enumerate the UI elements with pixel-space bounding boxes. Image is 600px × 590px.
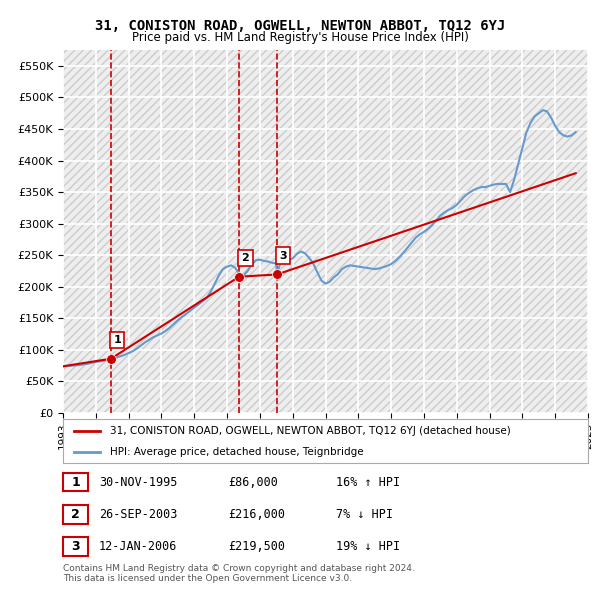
Text: 3: 3 — [280, 251, 287, 261]
Text: 19% ↓ HPI: 19% ↓ HPI — [336, 540, 400, 553]
Text: £216,000: £216,000 — [228, 508, 285, 521]
Text: 2: 2 — [71, 508, 80, 521]
Text: Contains HM Land Registry data © Crown copyright and database right 2024.
This d: Contains HM Land Registry data © Crown c… — [63, 563, 415, 583]
Text: 2: 2 — [242, 253, 250, 263]
Text: 1: 1 — [113, 335, 121, 345]
Text: 12-JAN-2006: 12-JAN-2006 — [99, 540, 178, 553]
Text: HPI: Average price, detached house, Teignbridge: HPI: Average price, detached house, Teig… — [110, 447, 364, 457]
Text: Price paid vs. HM Land Registry's House Price Index (HPI): Price paid vs. HM Land Registry's House … — [131, 31, 469, 44]
Text: £86,000: £86,000 — [228, 476, 278, 489]
Text: 1: 1 — [71, 476, 80, 489]
Text: 30-NOV-1995: 30-NOV-1995 — [99, 476, 178, 489]
Text: 26-SEP-2003: 26-SEP-2003 — [99, 508, 178, 521]
Text: 7% ↓ HPI: 7% ↓ HPI — [336, 508, 393, 521]
Text: £219,500: £219,500 — [228, 540, 285, 553]
Text: 16% ↑ HPI: 16% ↑ HPI — [336, 476, 400, 489]
Text: 31, CONISTON ROAD, OGWELL, NEWTON ABBOT, TQ12 6YJ: 31, CONISTON ROAD, OGWELL, NEWTON ABBOT,… — [95, 19, 505, 34]
Text: 31, CONISTON ROAD, OGWELL, NEWTON ABBOT, TQ12 6YJ (detached house): 31, CONISTON ROAD, OGWELL, NEWTON ABBOT,… — [110, 427, 511, 436]
Text: 3: 3 — [71, 540, 80, 553]
